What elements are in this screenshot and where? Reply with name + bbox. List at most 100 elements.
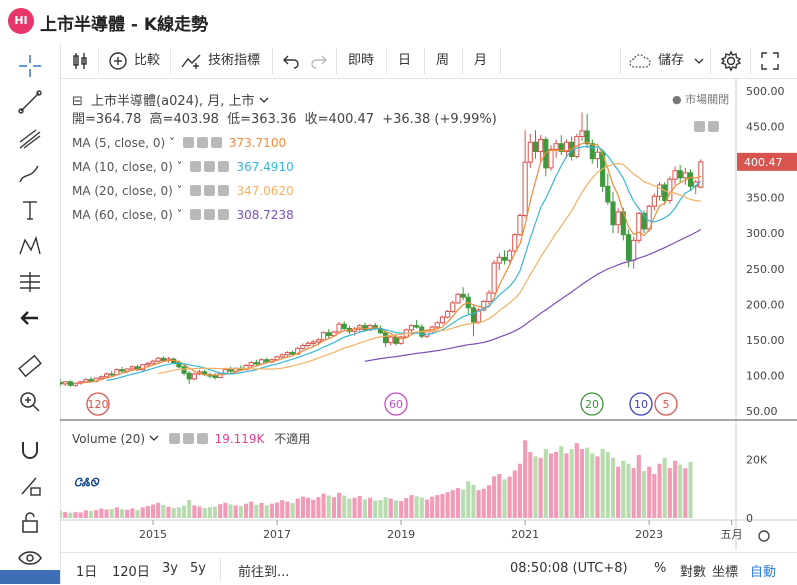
candle-body — [682, 172, 688, 179]
ma-chevron-icon[interactable]: ˅ — [172, 160, 187, 174]
volume-bar — [497, 474, 502, 518]
crosshair-icon[interactable] — [16, 52, 44, 80]
day-button[interactable]: 日 — [398, 53, 412, 68]
realtime-button[interactable]: 即時 — [348, 53, 375, 68]
collapse-toolbar-button[interactable] — [0, 570, 60, 584]
volume-bar — [414, 496, 419, 518]
volume-bar — [104, 509, 109, 518]
range-3y[interactable]: 3y — [162, 561, 178, 576]
volume-bar — [63, 511, 68, 518]
collapse-legend-icon[interactable]: ⊟ — [72, 94, 83, 109]
brush-icon[interactable] — [16, 160, 44, 188]
add-compare-icon[interactable] — [108, 51, 128, 71]
eye-icon[interactable] — [16, 544, 44, 572]
volume-bar — [212, 506, 218, 518]
pencil-lock-icon[interactable] — [16, 472, 44, 500]
settings-gear-icon[interactable] — [720, 50, 742, 72]
volume-bar — [662, 457, 667, 518]
candle-body — [527, 141, 533, 163]
high-value: =403.98 — [162, 112, 219, 127]
volume-bar — [300, 496, 305, 518]
candle-body — [594, 151, 601, 160]
volume-chevron-icon[interactable] — [149, 433, 159, 443]
indicator-icon[interactable] — [180, 51, 202, 71]
pitchfork-icon[interactable] — [16, 124, 44, 152]
redo-icon[interactable] — [310, 52, 328, 70]
candle-body — [253, 362, 259, 365]
volume-bar — [311, 499, 316, 518]
measure-icon[interactable] — [16, 268, 44, 296]
month-button[interactable]: 月 — [474, 53, 488, 68]
ma-chevron-icon[interactable]: ˅ — [172, 208, 187, 222]
volume-bar — [88, 510, 94, 518]
volume-bar — [94, 510, 99, 518]
candle-body — [62, 381, 68, 385]
text-tool-icon[interactable] — [16, 196, 44, 224]
chevron-down-icon[interactable] — [694, 56, 704, 66]
price-chart[interactable]: 500.00450.00400.00350.00300.00250.00200.… — [57, 78, 797, 550]
ma-chevron-icon[interactable]: ˅ — [165, 136, 179, 150]
pane-controls[interactable] — [694, 116, 726, 132]
volume-bar — [600, 449, 605, 518]
ma-marker-circle — [384, 392, 408, 416]
volume-bar — [404, 498, 409, 518]
candle-body — [698, 161, 704, 188]
percent-toggle[interactable]: % — [654, 561, 667, 576]
candle-body — [243, 364, 249, 371]
candle-body — [83, 379, 89, 383]
volume-bar — [564, 453, 569, 518]
pattern-icon[interactable] — [16, 232, 44, 260]
magnet-icon[interactable] — [16, 436, 44, 464]
candle-type-icon[interactable] — [70, 51, 90, 71]
compare-button[interactable]: 比較 — [134, 53, 161, 68]
undo-icon[interactable] — [282, 52, 300, 70]
log-toggle[interactable]: 對數 — [680, 565, 707, 580]
auto-toggle[interactable]: 自動 — [750, 565, 777, 580]
ma-controls[interactable] — [190, 184, 232, 198]
ma-controls[interactable] — [182, 136, 225, 150]
week-button[interactable]: 周 — [436, 53, 450, 68]
symbol-chevron-icon[interactable] — [259, 95, 269, 105]
chart-area[interactable]: 500.00450.00400.00350.00300.00250.00200.… — [57, 78, 797, 550]
ma-legend-value: 308.7238 — [236, 208, 294, 222]
candle-body — [129, 366, 135, 370]
candle-body — [186, 372, 192, 380]
scale-label[interactable]: 坐標 — [712, 565, 739, 580]
volume-bar — [574, 443, 579, 518]
candle-body — [579, 130, 585, 138]
volume-bar — [269, 503, 274, 518]
volume-bar — [481, 488, 486, 518]
volume-legend: Volume (20) 19.119K 不適用 — [72, 430, 310, 447]
trendline-icon[interactable] — [16, 88, 44, 116]
back-arrow-icon[interactable] — [16, 304, 44, 332]
zoom-icon[interactable] — [16, 388, 44, 416]
goto-button[interactable]: 前往到... — [238, 565, 290, 580]
ma-controls[interactable] — [190, 160, 232, 174]
range-120d[interactable]: 120日 — [112, 565, 150, 580]
ma-chevron-icon[interactable]: ˅ — [172, 184, 187, 198]
volume-bar — [548, 453, 554, 518]
candle-body — [326, 332, 332, 337]
volume-bar — [636, 454, 641, 518]
fullscreen-icon[interactable] — [760, 51, 780, 71]
lock-icon[interactable] — [16, 508, 44, 536]
axis-settings-icon[interactable] — [758, 530, 770, 542]
save-button[interactable]: 儲存 — [658, 53, 685, 68]
volume-bar — [78, 512, 83, 518]
low-label: 低 — [227, 112, 241, 127]
volume-pane-controls[interactable] — [168, 432, 211, 446]
volume-bar — [342, 495, 347, 518]
close-value: =400.47 — [317, 112, 375, 127]
ruler-icon[interactable] — [16, 352, 44, 380]
range-1d[interactable]: 1日 — [76, 565, 98, 580]
ma-controls[interactable] — [190, 208, 232, 222]
volume-bar — [419, 497, 424, 518]
volume-bar — [579, 449, 585, 518]
indicator-button[interactable]: 技術指標 — [208, 53, 261, 68]
volume-bar — [554, 452, 559, 518]
candle-body — [476, 309, 482, 323]
range-5y[interactable]: 5y — [190, 561, 206, 576]
candle-body — [72, 382, 79, 386]
candle-body — [501, 256, 508, 261]
cloud-icon[interactable] — [628, 52, 652, 70]
